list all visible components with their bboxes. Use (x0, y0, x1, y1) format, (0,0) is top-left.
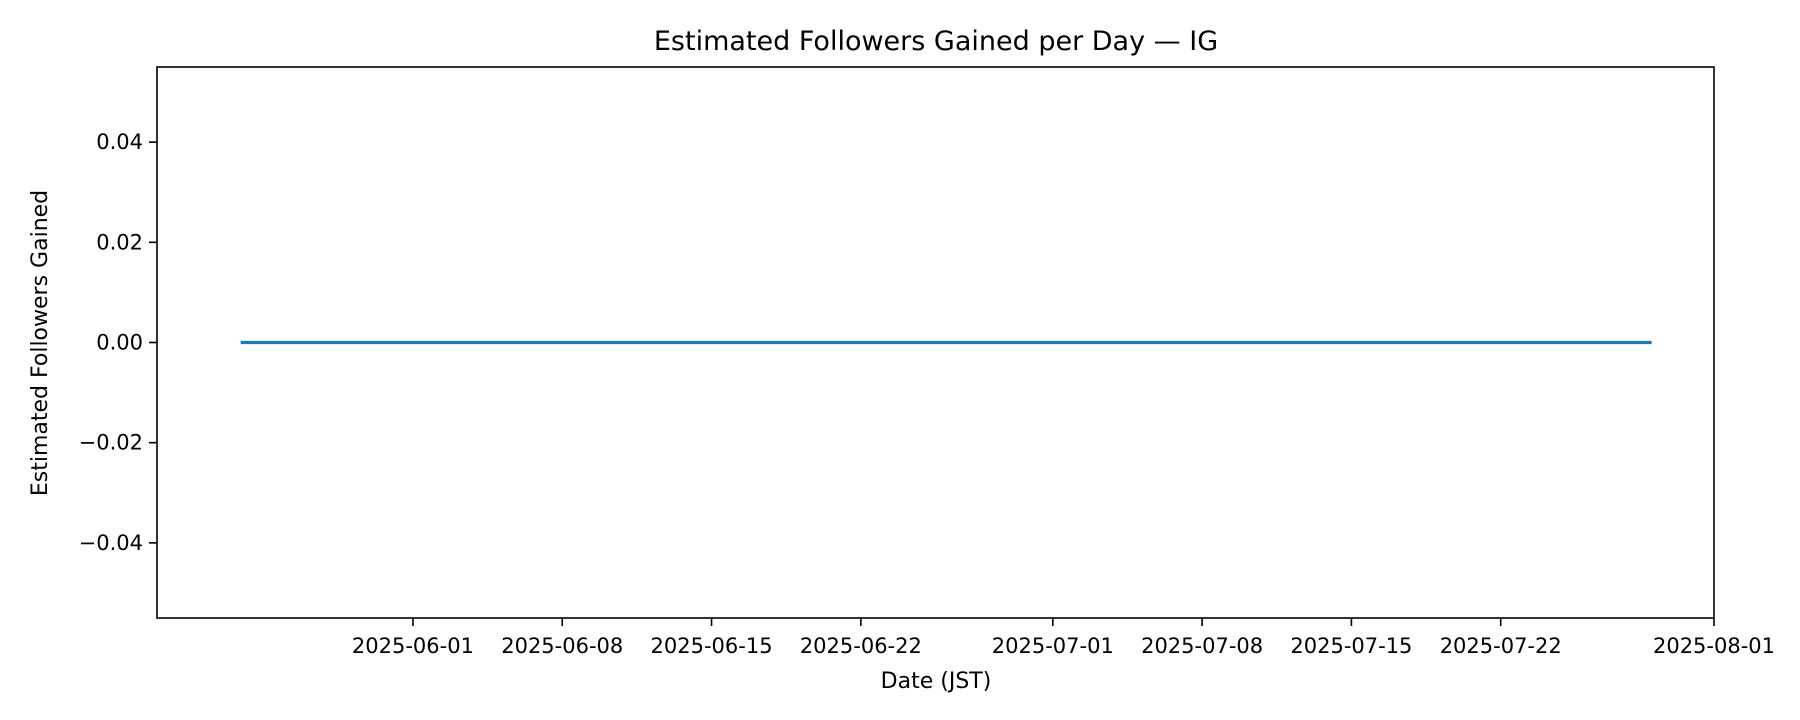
y-tick-label: −0.02 (79, 431, 143, 455)
plot-frame (156, 66, 1715, 619)
y-axis-label: Estimated Followers Gained (28, 190, 53, 496)
x-tick-label: 2025-06-08 (501, 634, 623, 658)
y-tick-label: 0.02 (96, 230, 143, 254)
x-tick-label: 2025-07-08 (1141, 634, 1263, 658)
x-axis-label: Date (JST) (881, 669, 992, 694)
y-tick-label: −0.04 (79, 531, 143, 555)
x-tick-label: 2025-07-01 (992, 634, 1114, 658)
y-tick-label: 0.00 (96, 331, 143, 355)
x-tick-label: 2025-07-15 (1290, 634, 1412, 658)
y-axis: 0.04 0.02 0.00 −0.02 −0.04 (79, 130, 157, 555)
x-axis: 2025-06-01 2025-06-08 2025-06-15 2025-06-22… (352, 618, 1775, 658)
x-tick-label: 2025-07-22 (1440, 634, 1562, 658)
x-tick-label: 2025-06-15 (651, 634, 773, 658)
x-tick-label: 2025-08-01 (1653, 634, 1775, 658)
x-tick-label: 2025-06-01 (352, 634, 474, 658)
y-tick-label: 0.04 (96, 130, 143, 154)
x-tick-label: 2025-06-22 (800, 634, 922, 658)
chart-title: Estimated Followers Gained per Day — IG (654, 26, 1218, 57)
